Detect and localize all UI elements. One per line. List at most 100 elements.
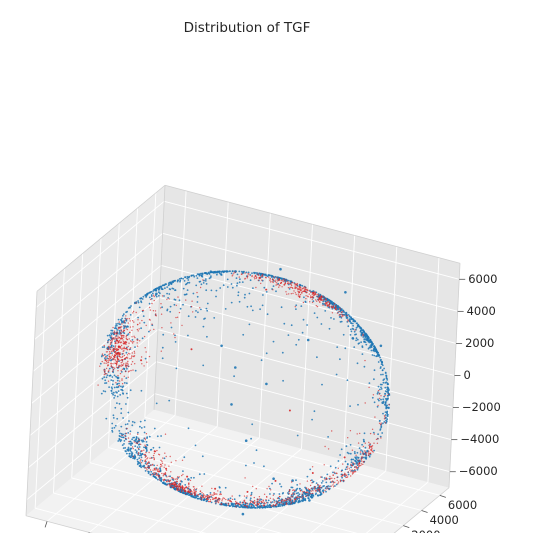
data-point [122,433,125,436]
data-point [126,364,128,367]
data-point [352,470,355,472]
data-point [368,346,371,349]
data-point [110,365,112,368]
data-point [280,485,283,488]
data-point [177,489,179,491]
data-point [137,452,140,454]
data-point [141,309,144,312]
data-point [145,351,147,353]
data-point [299,293,302,296]
data-point [122,339,124,341]
data-point [112,345,115,348]
data-point [228,504,231,507]
data-point [269,493,271,495]
data-point [120,331,122,334]
data-point [244,502,247,504]
data-point [316,296,319,298]
data-point [257,273,259,275]
data-point [155,314,157,317]
data-point [127,432,130,434]
data-point [144,419,146,422]
data-point [371,428,374,430]
data-point [118,352,121,355]
data-point [128,348,131,351]
data-point [182,303,184,306]
data-point [316,316,319,319]
data-point [299,496,301,498]
data-point [119,346,122,348]
data-point [379,383,382,386]
data-point [172,280,175,282]
data-point [140,389,143,392]
data-point [298,286,301,288]
data-point [371,445,374,447]
data-point [237,291,240,294]
data-point [282,278,285,280]
data-point [310,291,312,294]
data-point [137,316,140,319]
data-point [370,445,372,447]
data-point [309,489,311,491]
data-point [325,477,328,479]
data-point [309,496,312,498]
data-point [354,460,357,463]
data-point [369,452,371,454]
data-point [178,299,181,302]
data-point [322,490,325,493]
data-point [130,369,132,372]
data-point [347,319,349,321]
data-point [119,347,122,349]
data-point [305,298,307,300]
data-point [360,341,362,344]
data-point [127,333,130,335]
data-point [132,312,134,314]
data-point [309,484,312,487]
data-point [114,353,117,355]
data-point [365,456,368,459]
data-point [129,314,132,316]
data-point [133,352,136,354]
data-point [241,501,244,504]
data-point [356,456,358,458]
data-point [118,384,120,387]
data-point [246,305,249,308]
data-point [254,275,256,277]
data-point [198,280,201,283]
z-tick-label: 0 [464,368,471,382]
data-point [193,476,195,479]
data-point [309,295,312,297]
data-point [104,353,106,356]
data-point [110,350,113,352]
data-point [201,273,204,276]
data-point [140,443,142,445]
data-point [295,304,298,307]
data-point [337,306,340,308]
data-point [379,359,382,362]
data-point [291,287,293,289]
data-point [197,495,199,498]
data-point [129,347,132,349]
data-point [281,492,284,495]
data-point [383,403,386,406]
data-point [139,340,141,342]
data-point [203,473,206,475]
data-point [164,283,167,286]
data-point [336,472,338,475]
data-point [149,298,152,301]
data-point [173,303,176,306]
data-point [140,427,143,429]
data-point [380,398,382,401]
data-point [127,376,129,378]
data-point [104,390,107,393]
data-point [105,360,108,363]
data-point [144,466,146,469]
data-point [266,275,269,278]
data-point [263,286,266,289]
data-point [311,479,313,482]
data-point [103,376,106,379]
data-point [312,492,314,495]
data-point [125,318,127,320]
data-point [157,478,159,481]
data-point [331,477,333,479]
data-point [342,333,345,336]
